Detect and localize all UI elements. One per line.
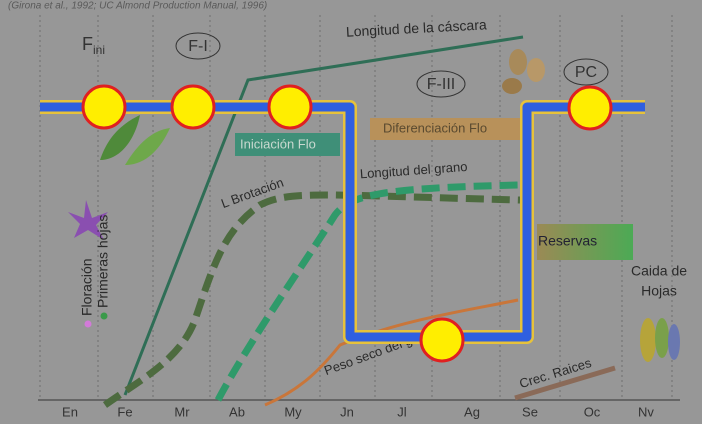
month-axis: En Fe Mr Ab My Jn Jl Ag Se Oc Nv bbox=[62, 404, 654, 419]
shell-length-curve bbox=[123, 35, 524, 396]
month-label: Jn bbox=[340, 404, 354, 419]
reserves-bar bbox=[537, 224, 633, 260]
month-label: Ag bbox=[464, 404, 480, 419]
month-label: Ab bbox=[229, 404, 245, 419]
falling-leaves bbox=[640, 318, 680, 362]
flower-differentiation-label: Diferenciación Flo bbox=[383, 120, 487, 135]
markers bbox=[81, 84, 613, 363]
kernel-length-label: Longitud del grano bbox=[359, 159, 467, 181]
month-label: Se bbox=[522, 404, 538, 419]
shell-length-label: Longitud de la cáscara bbox=[346, 16, 488, 39]
almond bbox=[502, 78, 522, 94]
leaf bbox=[640, 318, 656, 362]
first-leaves-dot bbox=[100, 312, 108, 320]
reserves-label: Reservas bbox=[538, 233, 597, 249]
phase-fini-sub: ini bbox=[93, 43, 105, 57]
flower bbox=[68, 200, 108, 240]
leaves bbox=[100, 115, 170, 165]
marker bbox=[170, 84, 216, 130]
month-label: Fe bbox=[117, 404, 132, 419]
phase-pc: PC bbox=[575, 64, 597, 81]
month-label: En bbox=[62, 404, 78, 419]
leaf bbox=[100, 115, 140, 160]
leaf bbox=[655, 318, 669, 358]
phase-fini-base: F bbox=[82, 34, 93, 54]
month-label: Jl bbox=[397, 404, 407, 419]
root-growth-line bbox=[514, 365, 616, 401]
marker bbox=[567, 85, 613, 131]
leaf-fall-label: Caida de bbox=[631, 263, 687, 279]
flowering-dot bbox=[84, 320, 92, 328]
leaf bbox=[668, 324, 680, 360]
month-label: Mr bbox=[174, 404, 190, 419]
phase-f3: F-III bbox=[427, 76, 455, 93]
flower-differentiation-bar bbox=[370, 118, 520, 140]
phase-f3-ring bbox=[416, 70, 466, 98]
phase-f1: F-I bbox=[188, 38, 208, 55]
almond bbox=[509, 49, 527, 75]
marker bbox=[419, 317, 465, 363]
month-label: Oc bbox=[584, 404, 601, 419]
marker bbox=[267, 84, 313, 130]
phase-fini: Fini bbox=[82, 34, 105, 57]
almonds bbox=[502, 49, 545, 94]
kernel-length-curve bbox=[214, 181, 521, 402]
month-label: Nv bbox=[638, 404, 654, 419]
almond bbox=[527, 58, 545, 82]
leaf-fall-label: Hojas bbox=[641, 283, 677, 299]
leaf bbox=[125, 128, 170, 165]
flower-initiation-bar bbox=[235, 133, 340, 156]
phase-f1-ring bbox=[175, 32, 221, 60]
flowering-label: Floración bbox=[79, 258, 95, 316]
month-label: My bbox=[284, 404, 302, 419]
phase-pc-ring bbox=[563, 58, 609, 86]
marker bbox=[81, 84, 127, 130]
first-leaves-label: Primeras hojas bbox=[95, 215, 111, 308]
flower-initiation-label: Iniciación Flo bbox=[240, 136, 316, 151]
source: (Girona et al., 1992; UC Almond Producti… bbox=[8, 1, 267, 12]
